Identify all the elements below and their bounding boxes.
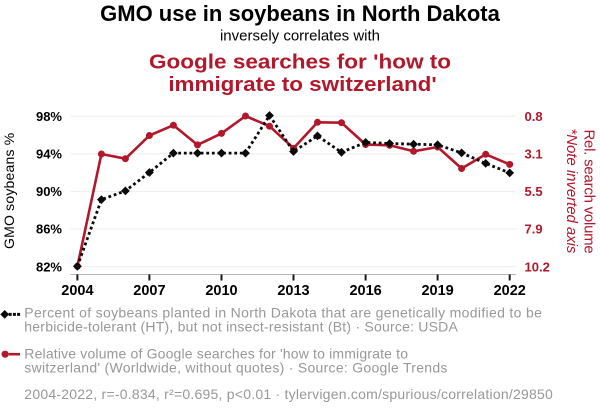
svg-text:Rel. search volume: Rel. search volume — [580, 129, 597, 253]
svg-text:86%: 86% — [36, 222, 62, 237]
svg-text:inversely correlates with: inversely correlates with — [220, 28, 380, 45]
svg-text:2004-2022, r=-0.834, r²=0.695,: 2004-2022, r=-0.834, r²=0.695, p<0.01 · … — [24, 386, 553, 402]
svg-text:94%: 94% — [36, 147, 62, 162]
svg-text:10.2: 10.2 — [525, 259, 550, 274]
svg-text:2016: 2016 — [349, 283, 381, 299]
svg-text:7.9: 7.9 — [525, 222, 543, 237]
svg-text:Relative volume of Google sear: Relative volume of Google searches for '… — [24, 346, 408, 362]
svg-text:2004: 2004 — [61, 283, 93, 299]
svg-text:98%: 98% — [36, 109, 62, 124]
svg-text:immigrate to switzerland': immigrate to switzerland' — [168, 73, 436, 96]
svg-text:82%: 82% — [36, 259, 62, 274]
svg-text:herbicide-tolerant (HT), but n: herbicide-tolerant (HT), but not insect-… — [24, 319, 458, 335]
svg-text:0.8: 0.8 — [525, 109, 543, 124]
svg-text:2019: 2019 — [421, 283, 453, 299]
svg-text:2010: 2010 — [205, 283, 237, 299]
svg-text:Google searches for 'how to: Google searches for 'how to — [149, 51, 451, 74]
svg-text:90%: 90% — [36, 184, 62, 199]
svg-text:3.1: 3.1 — [525, 147, 543, 162]
svg-text:Percent of soybeans planted in: Percent of soybeans planted in North Dak… — [24, 305, 542, 321]
svg-text:5.5: 5.5 — [525, 184, 543, 199]
svg-text:GMO use in soybeans in North D: GMO use in soybeans in North Dakota — [100, 1, 501, 26]
svg-text:2007: 2007 — [133, 283, 165, 299]
svg-text:2022: 2022 — [494, 283, 526, 299]
svg-text:GMO soybeans %: GMO soybeans % — [1, 133, 17, 249]
svg-text:*Note inverted axis: *Note inverted axis — [563, 128, 580, 253]
svg-text:switzerland' (Worldwide, witho: switzerland' (Worldwide, without quotes)… — [24, 360, 447, 376]
svg-text:2013: 2013 — [277, 283, 309, 299]
